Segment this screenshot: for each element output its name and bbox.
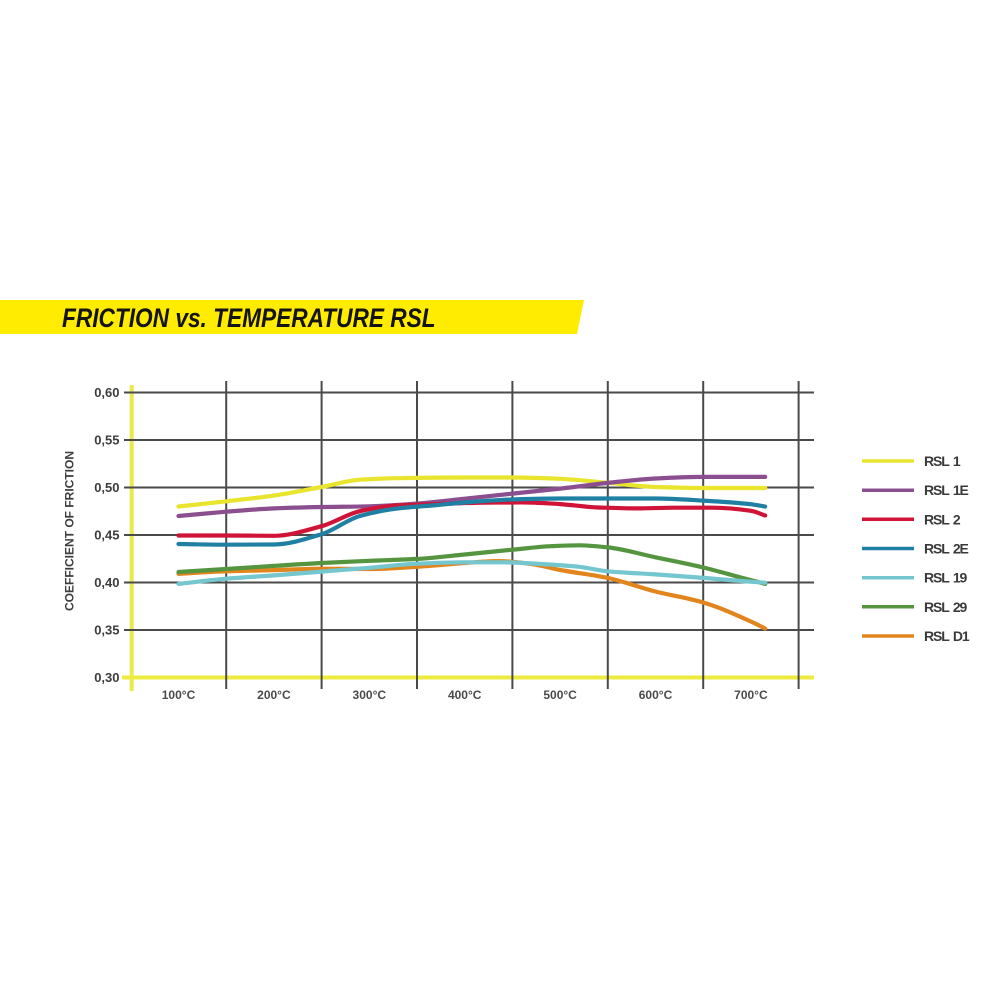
svg-text:700°C: 700°C bbox=[734, 688, 768, 702]
svg-text:RSL 29: RSL 29 bbox=[924, 599, 968, 615]
svg-text:600°C: 600°C bbox=[639, 688, 673, 702]
svg-text:0,55: 0,55 bbox=[94, 433, 119, 448]
svg-text:RSL D1: RSL D1 bbox=[924, 628, 970, 644]
svg-text:RSL 19: RSL 19 bbox=[924, 570, 968, 586]
svg-text:FRICTION vs. TEMPERATURE RSL: FRICTION vs. TEMPERATURE RSL bbox=[62, 303, 436, 333]
svg-text:RSL 2: RSL 2 bbox=[924, 511, 961, 527]
svg-text:RSL 2E: RSL 2E bbox=[924, 541, 969, 557]
svg-text:500°C: 500°C bbox=[543, 688, 577, 702]
svg-text:0,50: 0,50 bbox=[94, 480, 119, 495]
svg-text:RSL 1E: RSL 1E bbox=[924, 482, 969, 498]
svg-text:0,40: 0,40 bbox=[94, 575, 119, 590]
svg-text:100°C: 100°C bbox=[162, 688, 196, 702]
svg-text:300°C: 300°C bbox=[353, 688, 387, 702]
svg-text:200°C: 200°C bbox=[257, 688, 291, 702]
svg-text:RSL 1: RSL 1 bbox=[924, 453, 961, 469]
svg-text:0,30: 0,30 bbox=[94, 670, 119, 685]
svg-text:0,35: 0,35 bbox=[94, 623, 119, 638]
svg-text:0,60: 0,60 bbox=[94, 385, 119, 400]
svg-text:400°C: 400°C bbox=[448, 688, 482, 702]
svg-text:COEFFICIENT OF FRICTION: COEFFICIENT OF FRICTION bbox=[63, 451, 77, 611]
svg-text:0,45: 0,45 bbox=[94, 528, 119, 543]
